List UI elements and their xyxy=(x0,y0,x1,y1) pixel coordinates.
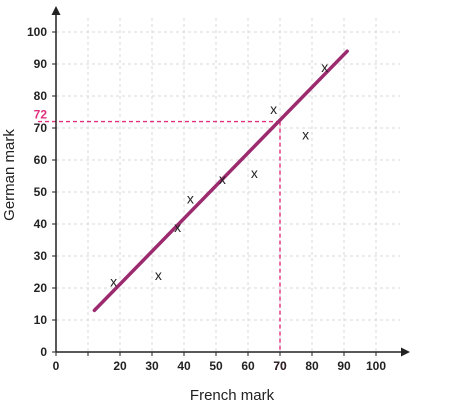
x-tick-label: 100 xyxy=(366,359,386,373)
y-tick-label: 80 xyxy=(34,89,48,103)
axes xyxy=(51,6,410,357)
x-tick-label: 50 xyxy=(209,359,223,373)
y-tick-label: 70 xyxy=(34,121,48,135)
data-point: x xyxy=(174,219,181,235)
data-point: x xyxy=(251,165,258,181)
x-tick-label: 60 xyxy=(241,359,255,373)
x-tick-label: 0 xyxy=(53,359,60,373)
x-tick-labels: 0 20 30 40 50 60 70 80 90 100 xyxy=(53,359,387,373)
data-point: x xyxy=(155,267,162,283)
data-point: x xyxy=(302,126,309,142)
y-tick-label: 0 xyxy=(40,345,47,359)
data-point: x xyxy=(110,274,117,290)
x-tick-label: 90 xyxy=(337,359,351,373)
y-tick-label: 50 xyxy=(34,185,48,199)
y-axis-arrow xyxy=(51,6,61,15)
data-point: x xyxy=(219,171,226,187)
x-axis-arrow xyxy=(401,347,410,357)
grid xyxy=(56,18,400,352)
y-tick-label: 20 xyxy=(34,281,48,295)
x-tick-label: 40 xyxy=(177,359,191,373)
x-tick-label: 70 xyxy=(273,359,287,373)
x-tick-label: 80 xyxy=(305,359,319,373)
data-point: x xyxy=(321,59,328,75)
reading-y-label: 72 xyxy=(34,108,48,122)
x-axis-title: French mark xyxy=(190,387,275,404)
x-tick-label: 20 xyxy=(113,359,127,373)
y-tick-labels: 0 10 20 30 40 50 60 70 80 90 100 xyxy=(27,25,47,359)
y-tick-label: 40 xyxy=(34,217,48,231)
reading-x-label: 70 xyxy=(273,359,287,373)
y-tick-label: 10 xyxy=(34,313,48,327)
x-tick-label: 30 xyxy=(145,359,159,373)
y-tick-label: 30 xyxy=(34,249,48,263)
y-tick-label: 60 xyxy=(34,153,48,167)
best-fit-line xyxy=(92,49,349,313)
y-tick-label: 100 xyxy=(27,25,47,39)
data-point: x xyxy=(270,101,277,117)
y-axis-title: German mark xyxy=(1,129,18,221)
data-point: x xyxy=(187,190,194,206)
y-tick-label: 90 xyxy=(34,57,48,71)
best-fit-line-group xyxy=(92,49,349,313)
